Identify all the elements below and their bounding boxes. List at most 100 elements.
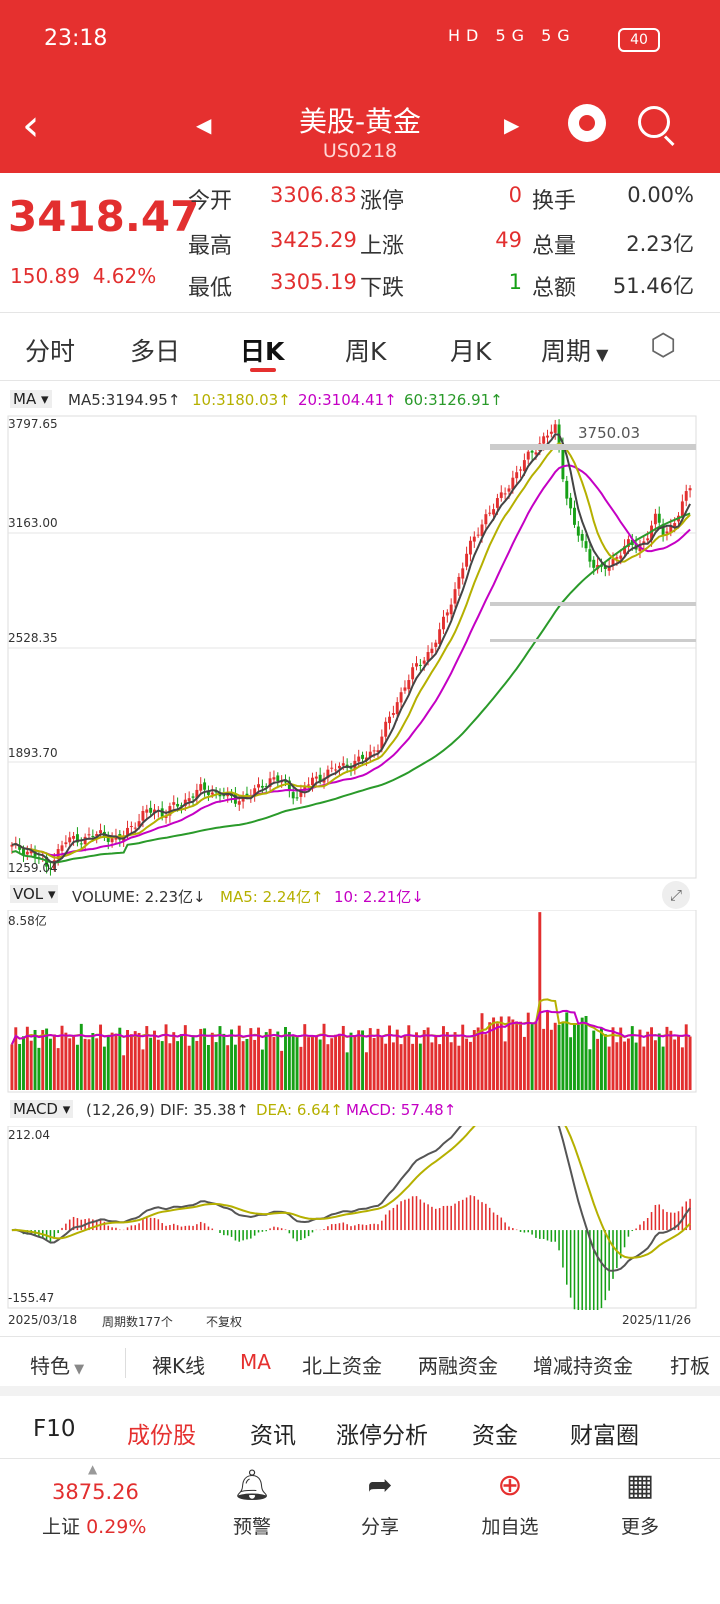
date-end: 2025/11/26: [622, 1313, 692, 1327]
ma-selector[interactable]: MA ▾: [10, 390, 52, 408]
macd-bar: [323, 1229, 325, 1231]
bell-icon[interactable]: 🔔︎: [232, 1468, 272, 1503]
candle-body: [22, 848, 25, 855]
ma5-legend: MA5:3194.95↑: [68, 391, 181, 409]
index-name: 上证: [42, 1516, 81, 1538]
volume-bar: [515, 1021, 519, 1090]
dif-line: [11, 1126, 691, 1272]
tab-intraday[interactable]: 分时: [25, 337, 76, 366]
macd-bar: [107, 1225, 110, 1231]
grid-icon[interactable]: ▦: [625, 1468, 655, 1503]
nav-alert[interactable]: 预警: [232, 1516, 271, 1538]
feature-ma[interactable]: MA: [240, 1350, 271, 1374]
feature-board[interactable]: 打板: [670, 1354, 710, 1378]
tab-daily-k[interactable]: 日K: [240, 337, 285, 366]
settings-hex-icon[interactable]: ⬡: [650, 328, 677, 363]
candle-body: [284, 781, 287, 783]
share-icon[interactable]: ➦: [367, 1468, 393, 1503]
candle-body: [364, 757, 368, 761]
macd-bar: [442, 1205, 445, 1231]
macd-bar: [207, 1226, 210, 1231]
tab-f10[interactable]: F10: [33, 1416, 76, 1442]
nav-share[interactable]: 分享: [360, 1516, 399, 1538]
price-band: [490, 639, 696, 642]
candle-body: [472, 536, 476, 542]
search-icon[interactable]: [638, 106, 670, 138]
add-icon[interactable]: ⊕: [497, 1468, 523, 1503]
tab-weekly-k[interactable]: 周K: [345, 337, 387, 366]
volume-bar: [222, 1033, 226, 1090]
volume-bar: [68, 1038, 72, 1090]
macd-bar: [157, 1219, 160, 1231]
nav-add-watchlist[interactable]: 加自选: [481, 1516, 539, 1538]
macd-bar: [265, 1230, 268, 1232]
candle-body: [515, 472, 519, 479]
macd-selector[interactable]: MACD ▾: [10, 1100, 74, 1118]
macd-chart: [7, 1126, 697, 1310]
macd-bar: [242, 1230, 244, 1241]
volume-bar: [337, 1033, 341, 1090]
candle-body: [403, 687, 407, 691]
volume-bar: [345, 1052, 349, 1090]
candle-body: [264, 786, 268, 788]
divider: [0, 312, 720, 313]
candle-body: [268, 778, 272, 787]
next-stock-button[interactable]: ▶: [504, 113, 520, 137]
feature-margin[interactable]: 两融资金: [418, 1354, 498, 1378]
volume-bar: [60, 1025, 64, 1090]
volume-bar: [95, 1038, 99, 1090]
nav-more[interactable]: 更多: [620, 1516, 659, 1538]
candle-body: [203, 782, 207, 790]
candle-body: [607, 566, 611, 571]
tab-period[interactable]: 周期 ▼: [541, 332, 608, 368]
volume-bar: [615, 1042, 619, 1090]
divider: [0, 1336, 720, 1337]
tab-wealth[interactable]: 财富圈: [570, 1423, 639, 1449]
macd-bar: [496, 1214, 499, 1231]
volume-bar: [519, 1021, 523, 1090]
tab-monthly-k[interactable]: 月K: [450, 337, 492, 366]
index-info[interactable]: 上证 0.29%: [42, 1512, 146, 1539]
candle-body: [526, 451, 530, 460]
candle-body: [615, 557, 619, 559]
volume-bar: [669, 1030, 673, 1090]
kline-chart[interactable]: [0, 414, 720, 880]
feature-naked-k[interactable]: 裸K线: [152, 1354, 206, 1378]
candle-body: [272, 777, 276, 780]
volume-bar: [29, 1040, 33, 1090]
macd-bar: [554, 1230, 556, 1242]
tab-funds[interactable]: 资金: [472, 1423, 518, 1449]
prev-stock-button[interactable]: ◀: [196, 113, 212, 137]
macd-bar: [504, 1222, 506, 1231]
back-button[interactable]: ‹: [22, 100, 40, 151]
tab-constituents[interactable]: 成份股: [127, 1423, 196, 1449]
vol-selector[interactable]: VOL ▾: [10, 885, 59, 903]
volume-bar: [445, 1032, 449, 1090]
candle-body: [218, 793, 222, 797]
volume-bar: [492, 1017, 496, 1090]
tab-limit-up[interactable]: 涨停分析: [336, 1423, 428, 1449]
assistant-icon[interactable]: [568, 104, 606, 142]
feature-special[interactable]: 特色 ▼: [30, 1350, 84, 1379]
expand-icon[interactable]: ⤢: [662, 881, 690, 909]
macd-bar: [500, 1217, 503, 1231]
candle-body: [210, 792, 214, 795]
macd-bar: [384, 1214, 387, 1231]
volume-bar: [87, 1039, 91, 1090]
volume-bar: [657, 1033, 661, 1090]
macd-bar: [438, 1208, 441, 1231]
volume-bars: [10, 912, 692, 1090]
tab-news[interactable]: 资讯: [250, 1423, 296, 1449]
tab-multiday[interactable]: 多日: [130, 337, 181, 366]
macd-bar: [508, 1226, 510, 1231]
feature-holdings[interactable]: 增减持资金: [533, 1354, 633, 1378]
ma-selector-label: MA: [13, 390, 37, 408]
index-value[interactable]: 3875.26: [52, 1480, 139, 1504]
volume-bar: [206, 1044, 210, 1090]
macd-bar: [338, 1223, 341, 1231]
candle-body: [95, 834, 99, 837]
candle-body: [60, 845, 64, 851]
candle-body: [573, 507, 576, 525]
candle-body: [79, 843, 83, 845]
feature-northbound[interactable]: 北上资金: [302, 1354, 382, 1378]
